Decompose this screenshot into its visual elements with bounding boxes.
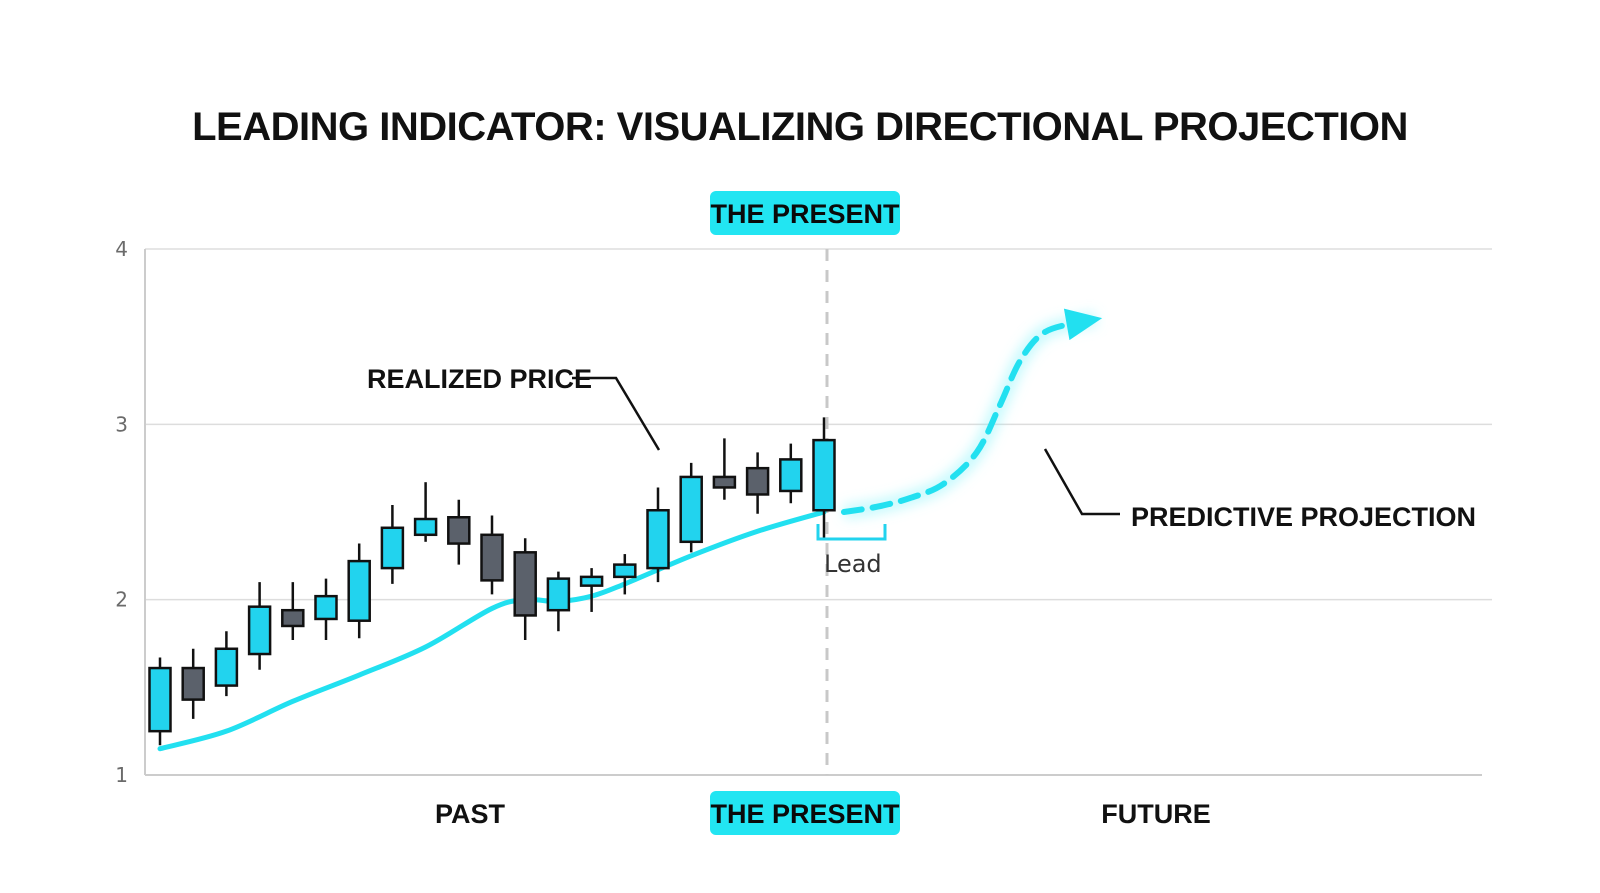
candle-body-up bbox=[413, 517, 438, 537]
candle-body-up bbox=[347, 559, 371, 622]
candle bbox=[314, 578, 338, 640]
candle bbox=[812, 417, 836, 539]
candle bbox=[413, 482, 438, 542]
lead-bracket bbox=[816, 524, 887, 541]
realized-price-leader bbox=[572, 376, 661, 451]
present-badge-top-text: THE PRESENT bbox=[710, 199, 900, 229]
projection-arrowhead bbox=[1063, 308, 1103, 341]
present-badge-bottom-text: THE PRESENT bbox=[710, 799, 900, 829]
candle-body-down bbox=[181, 666, 205, 701]
candle bbox=[546, 571, 571, 632]
candle bbox=[214, 631, 239, 697]
candle bbox=[613, 554, 637, 595]
candle-body-up bbox=[579, 575, 604, 587]
candle bbox=[380, 504, 405, 584]
candle bbox=[679, 462, 703, 553]
candle-body-up bbox=[214, 647, 239, 687]
candle-body-down bbox=[513, 551, 537, 617]
candle-body-up bbox=[247, 605, 272, 656]
predictive-projection-label: PREDICTIVE PROJECTION bbox=[1131, 502, 1476, 532]
candle-body-down bbox=[480, 533, 504, 582]
y-tick-label: 1 bbox=[115, 763, 128, 787]
present-badge-bottom: THE PRESENT bbox=[710, 791, 900, 835]
candle-body-up bbox=[380, 526, 405, 570]
projection-dashed-line bbox=[840, 316, 1100, 515]
candle bbox=[579, 568, 604, 612]
candle-body-down bbox=[281, 608, 305, 628]
candle bbox=[281, 582, 305, 640]
candle-body-down bbox=[447, 516, 471, 545]
past-label: PAST bbox=[435, 799, 506, 829]
grid bbox=[145, 248, 1492, 601]
candle-body-up bbox=[646, 508, 670, 570]
candle-body-down bbox=[745, 466, 770, 496]
predictive-projection-leader bbox=[1043, 448, 1120, 516]
candle-body-up bbox=[812, 438, 836, 512]
candle bbox=[480, 515, 504, 595]
projection-glow bbox=[842, 312, 1098, 519]
candle-body-up bbox=[148, 666, 172, 733]
candle-body-up bbox=[779, 458, 803, 493]
candle bbox=[247, 582, 272, 670]
y-tick-label: 2 bbox=[115, 588, 128, 612]
candle bbox=[779, 443, 803, 504]
candle bbox=[347, 543, 371, 639]
candle bbox=[513, 538, 537, 640]
candle bbox=[148, 657, 172, 746]
predictive-projection-path bbox=[840, 308, 1103, 519]
candle bbox=[712, 438, 737, 500]
candle-body-up bbox=[546, 577, 571, 612]
candle-body-up bbox=[679, 475, 703, 544]
lead-label: Lead bbox=[824, 550, 882, 578]
candle bbox=[181, 648, 205, 719]
candle bbox=[745, 452, 770, 514]
chart-title: LEADING INDICATOR: VISUALIZING DIRECTION… bbox=[192, 105, 1408, 149]
candle-body-down bbox=[712, 475, 737, 489]
y-tick-labels: 1 2 3 4 bbox=[115, 237, 128, 787]
candle bbox=[447, 499, 471, 565]
candlesticks bbox=[148, 417, 836, 746]
realized-price-label: REALIZED PRICE bbox=[367, 364, 592, 394]
future-label: FUTURE bbox=[1101, 799, 1211, 829]
y-tick-label: 3 bbox=[115, 412, 128, 436]
present-badge-top: THE PRESENT bbox=[710, 191, 900, 235]
axes bbox=[144, 249, 1482, 776]
y-tick-label: 4 bbox=[115, 237, 128, 261]
candle-body-up bbox=[613, 563, 637, 579]
candle-body-up bbox=[314, 594, 338, 621]
candle bbox=[646, 487, 670, 583]
